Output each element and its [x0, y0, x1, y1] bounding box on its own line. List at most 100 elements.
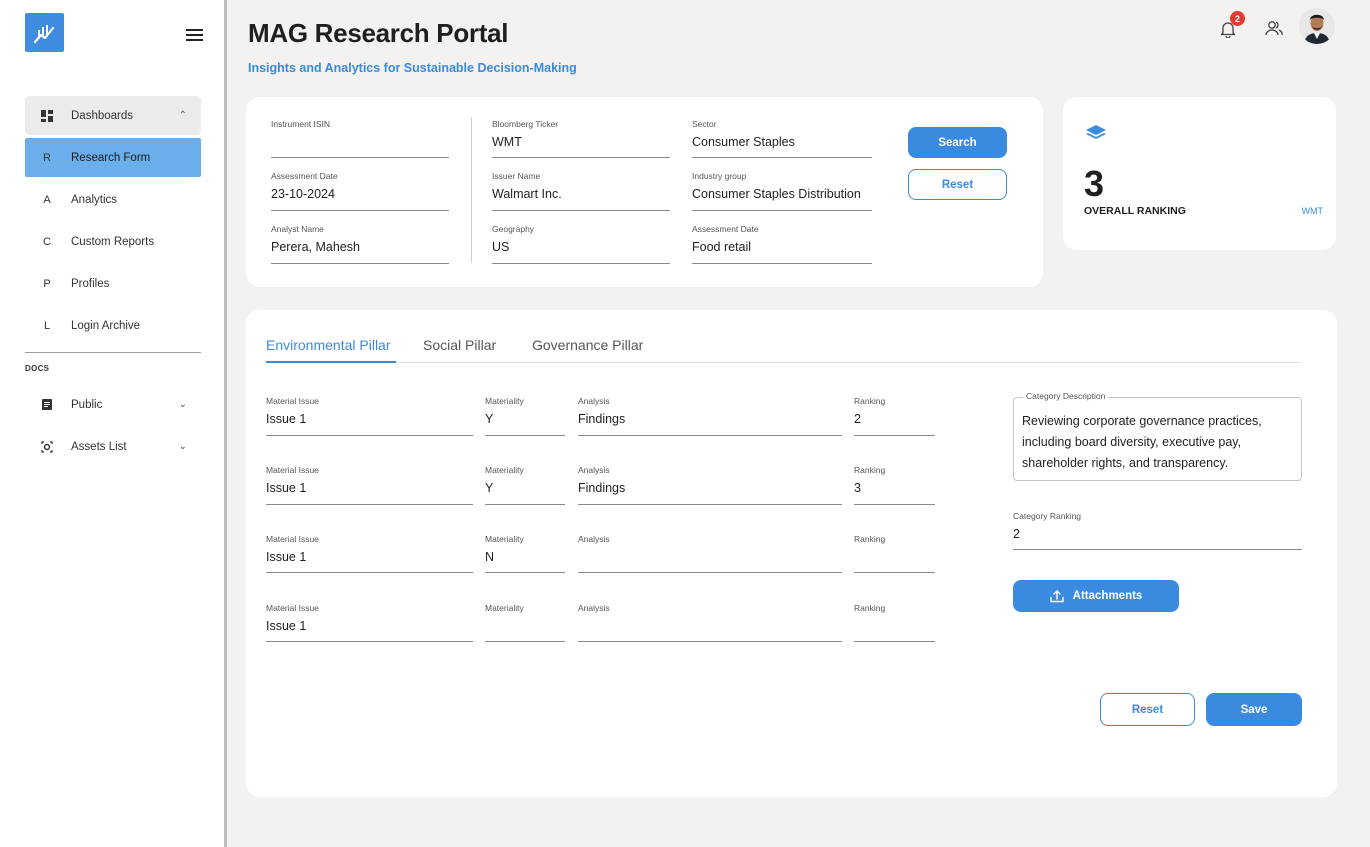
field-label: Bloomberg Ticker: [492, 119, 558, 129]
sidebar-item-custom-reports[interactable]: C Custom Reports: [25, 222, 201, 261]
field-label: Ranking: [854, 534, 885, 544]
material-issue-field[interactable]: Material Issue Issue 1: [266, 603, 473, 642]
analysis-field[interactable]: Analysis: [578, 603, 842, 642]
sidebar-item-login-archive[interactable]: L Login Archive: [25, 306, 201, 345]
field-value: Issue 1: [266, 481, 306, 495]
geography-field[interactable]: Geography US: [492, 224, 670, 264]
category-description-text: Reviewing corporate governance practices…: [1022, 411, 1293, 474]
field-label: Material Issue: [266, 534, 319, 544]
materiality-field[interactable]: Materiality Y: [485, 396, 565, 436]
sidebar-item-analytics[interactable]: A Analytics: [25, 180, 201, 219]
field-value: 3: [854, 481, 861, 495]
bloomberg-ticker-field[interactable]: Bloomberg Ticker WMT: [492, 119, 670, 158]
field-label: Materiality: [485, 534, 524, 544]
field-label: Instrument ISIN: [271, 119, 330, 129]
field-value: Perera, Mahesh: [271, 240, 360, 254]
industry-group-field[interactable]: Industry group Consumer Staples Distribu…: [692, 171, 872, 211]
sidebar-item-label: Custom Reports: [71, 236, 201, 248]
sidebar-item-public[interactable]: Public ⌄: [25, 385, 201, 424]
category-ranking-field[interactable]: Category Ranking 2: [1013, 511, 1302, 550]
app-logo[interactable]: [25, 13, 64, 52]
analysis-field[interactable]: Analysis Findings: [578, 465, 842, 505]
field-value: US: [492, 240, 509, 254]
overall-ranking-card: 3 OVERALL RANKING WMT: [1063, 97, 1336, 250]
notifications-button[interactable]: 2: [1220, 17, 1240, 39]
docs-section-label: DOCS: [25, 364, 49, 373]
ranking-field[interactable]: Ranking 3: [854, 465, 935, 505]
field-label: Category Description: [1023, 391, 1108, 401]
sidebar-item-profiles[interactable]: P Profiles: [25, 264, 201, 303]
sidebar-item-letter: C: [40, 236, 54, 248]
field-value: N: [485, 550, 494, 564]
sidebar: Dashboards ⌃ R Research Form A Analytics…: [0, 0, 227, 847]
issuer-name-field[interactable]: Issuer Name Walmart Inc.: [492, 171, 670, 211]
users-button[interactable]: [1265, 20, 1285, 38]
column-divider: [471, 117, 472, 263]
reset-search-button[interactable]: Reset: [908, 169, 1007, 200]
field-value: Issue 1: [266, 412, 306, 426]
analysis-field[interactable]: Analysis Findings: [578, 396, 842, 436]
field-value: Consumer Staples: [692, 135, 795, 149]
chevron-up-icon: ⌃: [179, 110, 187, 121]
tab-governance-pillar[interactable]: Governance Pillar: [532, 337, 643, 353]
reset-button[interactable]: Reset: [1100, 693, 1195, 726]
field-label: Assessment Date: [271, 171, 338, 181]
save-button[interactable]: Save: [1206, 693, 1302, 726]
sector-field[interactable]: Sector Consumer Staples: [692, 119, 872, 158]
field-label: Analysis: [578, 396, 610, 406]
tab-social-pillar[interactable]: Social Pillar: [423, 337, 496, 353]
sidebar-item-research-form[interactable]: R Research Form: [25, 138, 201, 177]
field-label: Ranking: [854, 465, 885, 475]
sidebar-item-label: Dashboards: [71, 110, 179, 122]
material-issue-field[interactable]: Material Issue Issue 1: [266, 534, 473, 573]
notification-badge: 2: [1230, 11, 1245, 26]
users-icon: [1265, 20, 1283, 36]
search-button[interactable]: Search: [908, 127, 1007, 158]
field-value: Consumer Staples Distribution: [692, 187, 861, 201]
sidebar-item-dashboards[interactable]: Dashboards ⌃: [25, 96, 201, 135]
field-value: 2: [1013, 527, 1020, 541]
sidebar-item-letter: L: [40, 320, 54, 332]
field-value: Issue 1: [266, 550, 306, 564]
overall-ranking-label: OVERALL RANKING: [1084, 205, 1186, 217]
sidebar-item-label: Public: [71, 399, 179, 411]
menu-toggle-icon[interactable]: [186, 29, 203, 41]
ranking-field[interactable]: Ranking: [854, 603, 935, 642]
assets-icon: [40, 441, 54, 453]
sidebar-item-letter: R: [40, 152, 54, 164]
field-label: Category Ranking: [1013, 511, 1081, 521]
attachments-button[interactable]: Attachments: [1013, 580, 1179, 612]
field-label: Analysis: [578, 465, 610, 475]
field-label: Geography: [492, 224, 534, 234]
sub-industry-field[interactable]: Assessment Date Food retail: [692, 224, 872, 264]
field-label: Ranking: [854, 603, 885, 613]
tab-environmental-pillar[interactable]: Environmental Pillar: [266, 337, 391, 353]
field-label: Analysis: [578, 534, 610, 544]
user-avatar[interactable]: [1299, 8, 1335, 44]
analyst-name-field[interactable]: Analyst Name Perera, Mahesh: [271, 224, 449, 264]
ranking-field[interactable]: Ranking 2: [854, 396, 935, 436]
materiality-field[interactable]: Materiality N: [485, 534, 565, 573]
assessment-date-field[interactable]: Assessment Date 23-10-2024: [271, 171, 449, 211]
field-value: Y: [485, 412, 493, 426]
analysis-field[interactable]: Analysis: [578, 534, 842, 573]
pillar-assessment-card: Environmental Pillar Social Pillar Gover…: [246, 310, 1337, 797]
sidebar-item-assets-list[interactable]: Assets List ⌄: [25, 427, 201, 466]
page-title: MAG Research Portal: [248, 18, 508, 49]
field-value: Walmart Inc.: [492, 187, 562, 201]
field-value: 23-10-2024: [271, 187, 335, 201]
field-label: Material Issue: [266, 465, 319, 475]
ranking-ticker: WMT: [1302, 206, 1324, 216]
materiality-field[interactable]: Materiality: [485, 603, 565, 642]
field-label: Industry group: [692, 171, 746, 181]
material-issue-field[interactable]: Material Issue Issue 1: [266, 465, 473, 505]
field-value: WMT: [492, 135, 522, 149]
avatar-image: [1299, 8, 1335, 44]
field-label: Issuer Name: [492, 171, 540, 181]
material-issue-field[interactable]: Material Issue Issue 1: [266, 396, 473, 436]
pillar-tabs: Environmental Pillar Social Pillar Gover…: [266, 334, 1301, 363]
instrument-isin-field[interactable]: Instrument ISIN: [271, 119, 449, 158]
materiality-field[interactable]: Materiality Y: [485, 465, 565, 505]
ranking-field[interactable]: Ranking: [854, 534, 935, 573]
category-description-field[interactable]: Category Description Reviewing corporate…: [1013, 397, 1302, 481]
